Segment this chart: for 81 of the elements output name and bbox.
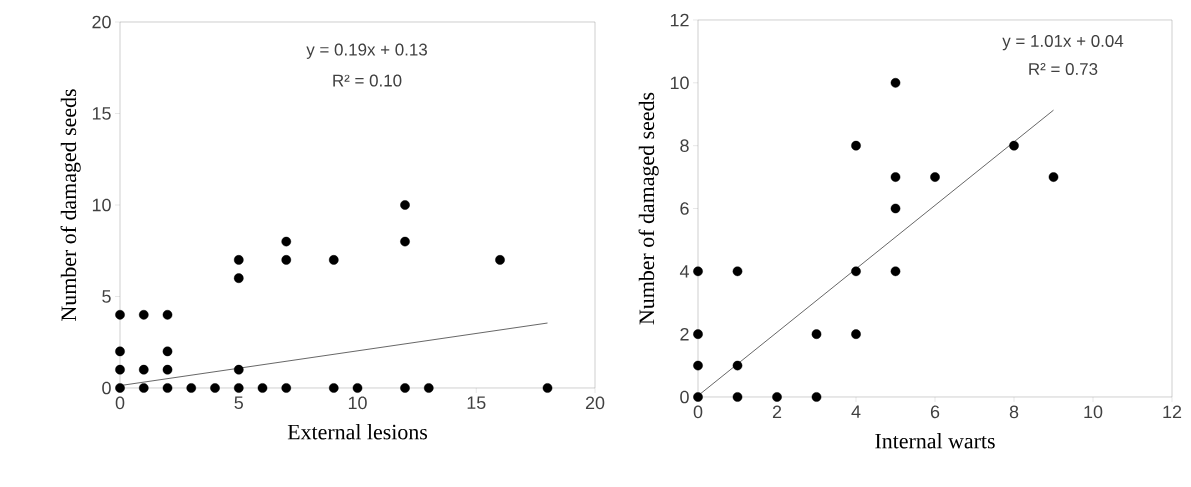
y-tick-label: 6: [680, 202, 689, 215]
point: [890, 203, 901, 214]
point: [400, 200, 410, 210]
point: [890, 172, 901, 182]
y-tick-label: 12: [670, 13, 689, 27]
point: [138, 383, 149, 393]
y-tick-label: 10: [670, 76, 689, 90]
point: [233, 273, 244, 283]
y-tick-label: 20: [92, 15, 111, 29]
y-axis-title: Number of damaged seeds: [60, 89, 81, 321]
point: [162, 364, 173, 375]
point: [811, 329, 822, 339]
point: [542, 383, 553, 393]
point: [851, 329, 861, 339]
point: [693, 266, 703, 277]
x-tick-label: 20: [585, 396, 605, 410]
point: [115, 346, 125, 357]
point: [115, 364, 125, 375]
x-tick-label: 0: [693, 405, 703, 419]
y-tick-label: 15: [92, 107, 111, 120]
y-tick-label: 0: [102, 381, 111, 395]
point: [890, 78, 901, 88]
point: [281, 255, 292, 265]
point: [281, 236, 292, 247]
point: [328, 383, 339, 393]
point: [138, 309, 149, 320]
x-tick-label: 4: [851, 405, 861, 418]
point: [732, 392, 743, 402]
x-tick-label: 15: [467, 396, 486, 410]
y-tick-label: 4: [679, 265, 689, 278]
point: [890, 266, 901, 277]
y-tick-label: 2: [680, 327, 689, 341]
point: [1048, 172, 1059, 182]
point: [1009, 140, 1019, 151]
point: [186, 383, 197, 393]
point: [233, 255, 244, 265]
annotation: y = 0.19x + 0.13: [306, 43, 427, 59]
x-tick-label: 12: [1163, 405, 1182, 419]
point: [162, 346, 173, 357]
point: [162, 383, 173, 393]
point: [851, 140, 861, 151]
point: [281, 383, 292, 393]
point: [811, 392, 822, 402]
x-tick-label: 10: [348, 396, 367, 410]
point: [772, 392, 782, 402]
x-tick-label: 6: [930, 405, 940, 419]
annotation: R² = 0.10: [333, 74, 402, 87]
point: [115, 383, 125, 393]
point: [930, 172, 940, 182]
point: [495, 255, 505, 265]
x-axis-title: Internal warts: [875, 433, 995, 449]
point: [257, 383, 268, 393]
x-tick-label: 2: [772, 405, 782, 419]
point: [115, 309, 125, 320]
point: [162, 309, 173, 320]
point: [352, 383, 363, 393]
point: [328, 255, 339, 265]
point: [233, 383, 244, 393]
y-tick-label: 5: [102, 290, 111, 303]
x-tick-label: 8: [1009, 405, 1019, 419]
x-tick-label: 0: [115, 396, 125, 410]
point: [693, 360, 703, 371]
point: [732, 360, 743, 371]
x-axis-title: External lesions: [287, 424, 428, 440]
point: [851, 266, 861, 277]
point: [400, 236, 410, 247]
x-tick-label: 10: [1084, 405, 1103, 419]
annotation: R² = 0.73: [1029, 63, 1098, 75]
point: [210, 383, 220, 393]
point: [732, 266, 743, 277]
y-tick-label: 10: [92, 198, 111, 212]
point: [233, 364, 244, 375]
point: [423, 383, 434, 393]
point: [693, 392, 703, 402]
y-tick-label: 8: [680, 139, 689, 152]
y-axis-title: Number of damaged seeds: [638, 92, 659, 325]
annotation: y = 1.01x + 0.04: [1002, 34, 1124, 51]
x-tick-label: 5: [234, 396, 243, 410]
point: [693, 329, 703, 339]
point: [400, 383, 410, 393]
point: [138, 364, 149, 375]
